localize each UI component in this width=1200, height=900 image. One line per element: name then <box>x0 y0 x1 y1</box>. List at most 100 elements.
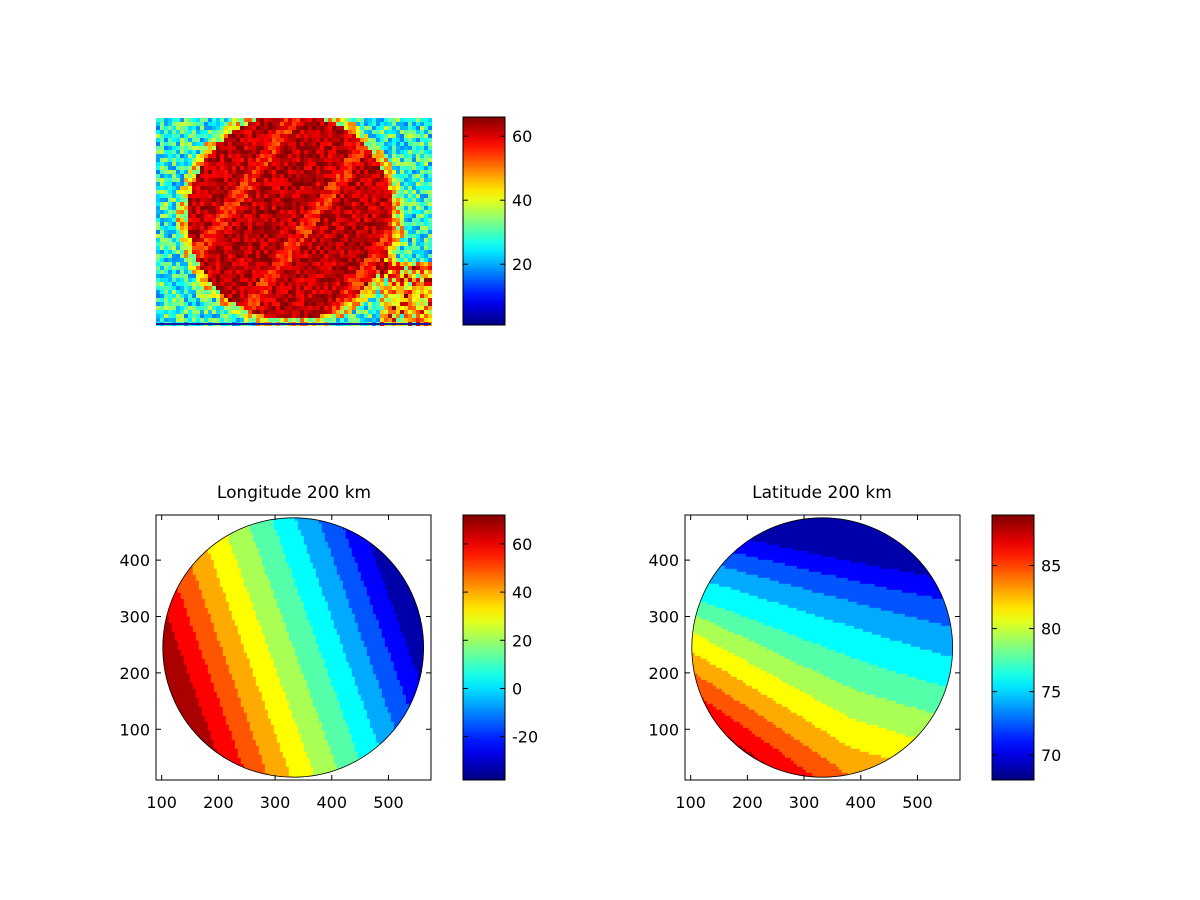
image-pixel <box>272 242 276 246</box>
image-pixel <box>384 206 388 210</box>
image-pixel <box>284 134 288 138</box>
image-pixel <box>176 230 180 234</box>
image-pixel <box>324 146 328 150</box>
longitude-cell <box>318 523 323 528</box>
image-pixel <box>368 234 372 238</box>
longitude-cell <box>306 541 311 546</box>
image-pixel <box>412 210 416 214</box>
image-pixel <box>356 234 360 238</box>
image-pixel <box>372 214 376 218</box>
image-pixel <box>356 126 360 130</box>
image-pixel <box>384 154 388 158</box>
longitude-cell <box>327 544 332 549</box>
longitude-cell <box>279 517 284 522</box>
image-pixel <box>172 254 176 258</box>
image-pixel <box>268 294 272 298</box>
longitude-cell <box>234 568 239 573</box>
image-pixel <box>392 246 396 250</box>
longitude-cell <box>357 559 362 564</box>
image-pixel <box>220 162 224 166</box>
longitude-cell <box>291 577 296 582</box>
longitude-cell <box>366 577 371 582</box>
longitude-cell <box>273 547 278 552</box>
longitude-cell <box>369 562 374 567</box>
longitude-cell <box>279 559 284 564</box>
longitude-cell <box>372 553 377 558</box>
image-pixel <box>356 146 360 150</box>
image-pixel <box>304 206 308 210</box>
image-pixel <box>212 162 216 166</box>
image-pixel <box>184 154 188 158</box>
image-pixel <box>380 166 384 170</box>
image-pixel <box>304 190 308 194</box>
longitude-cell <box>273 550 278 555</box>
image-pixel <box>260 158 264 162</box>
image-pixel <box>256 194 260 198</box>
image-pixel <box>176 262 180 266</box>
image-pixel <box>240 146 244 150</box>
longitude-cell <box>297 577 302 582</box>
image-pixel <box>340 246 344 250</box>
longitude-cell <box>381 577 386 582</box>
image-pixel <box>204 242 208 246</box>
image-pixel <box>324 130 328 134</box>
image-pixel <box>176 142 180 146</box>
image-pixel <box>240 314 244 318</box>
image-pixel <box>256 262 260 266</box>
image-pixel <box>376 242 380 246</box>
image-pixel <box>268 154 272 158</box>
image-pixel <box>216 254 220 258</box>
image-pixel <box>296 298 300 302</box>
image-pixel <box>400 150 404 154</box>
image-pixel <box>308 222 312 226</box>
image-pixel <box>364 194 368 198</box>
image-pixel <box>268 266 272 270</box>
image-pixel <box>356 122 360 126</box>
image-pixel <box>208 238 212 242</box>
image-pixel <box>428 158 432 162</box>
image-pixel <box>204 266 208 270</box>
image-pixel <box>400 206 404 210</box>
longitude-cell <box>261 547 266 552</box>
image-pixel <box>380 274 384 278</box>
image-pixel <box>224 274 228 278</box>
image-pixel <box>360 234 364 238</box>
image-pixel <box>228 190 232 194</box>
image-pixel <box>356 166 360 170</box>
image-pixel <box>360 194 364 198</box>
image-pixel <box>336 174 340 178</box>
image-pixel <box>220 206 224 210</box>
image-pixel <box>316 266 320 270</box>
image-pixel <box>160 318 164 322</box>
longitude-cell <box>258 532 263 537</box>
longitude-cell <box>252 556 257 561</box>
image-pixel <box>192 126 196 130</box>
image-pixel <box>192 198 196 202</box>
image-pixel <box>388 266 392 270</box>
image-pixel <box>416 306 420 310</box>
image-pixel <box>284 182 288 186</box>
image-pixel <box>220 250 224 254</box>
image-pixel <box>388 254 392 258</box>
image-pixel <box>168 246 172 250</box>
image-pixel <box>168 130 172 134</box>
image-pixel <box>192 254 196 258</box>
image-pixel <box>380 138 384 142</box>
image-pixel <box>184 258 188 262</box>
image-pixel <box>268 222 272 226</box>
image-pixel <box>172 210 176 214</box>
image-pixel <box>188 178 192 182</box>
longitude-cell <box>288 523 293 528</box>
image-pixel <box>276 162 280 166</box>
longitude-cell <box>330 553 335 558</box>
image-pixel <box>232 130 236 134</box>
longitude-cell <box>282 544 287 549</box>
longitude-cell <box>360 565 365 570</box>
image-pixel <box>420 290 424 294</box>
longitude-cell <box>345 574 350 579</box>
image-pixel <box>248 298 252 302</box>
image-pixel <box>156 146 160 150</box>
image-pixel <box>176 202 180 206</box>
image-pixel <box>404 282 408 286</box>
image-pixel <box>316 298 320 302</box>
